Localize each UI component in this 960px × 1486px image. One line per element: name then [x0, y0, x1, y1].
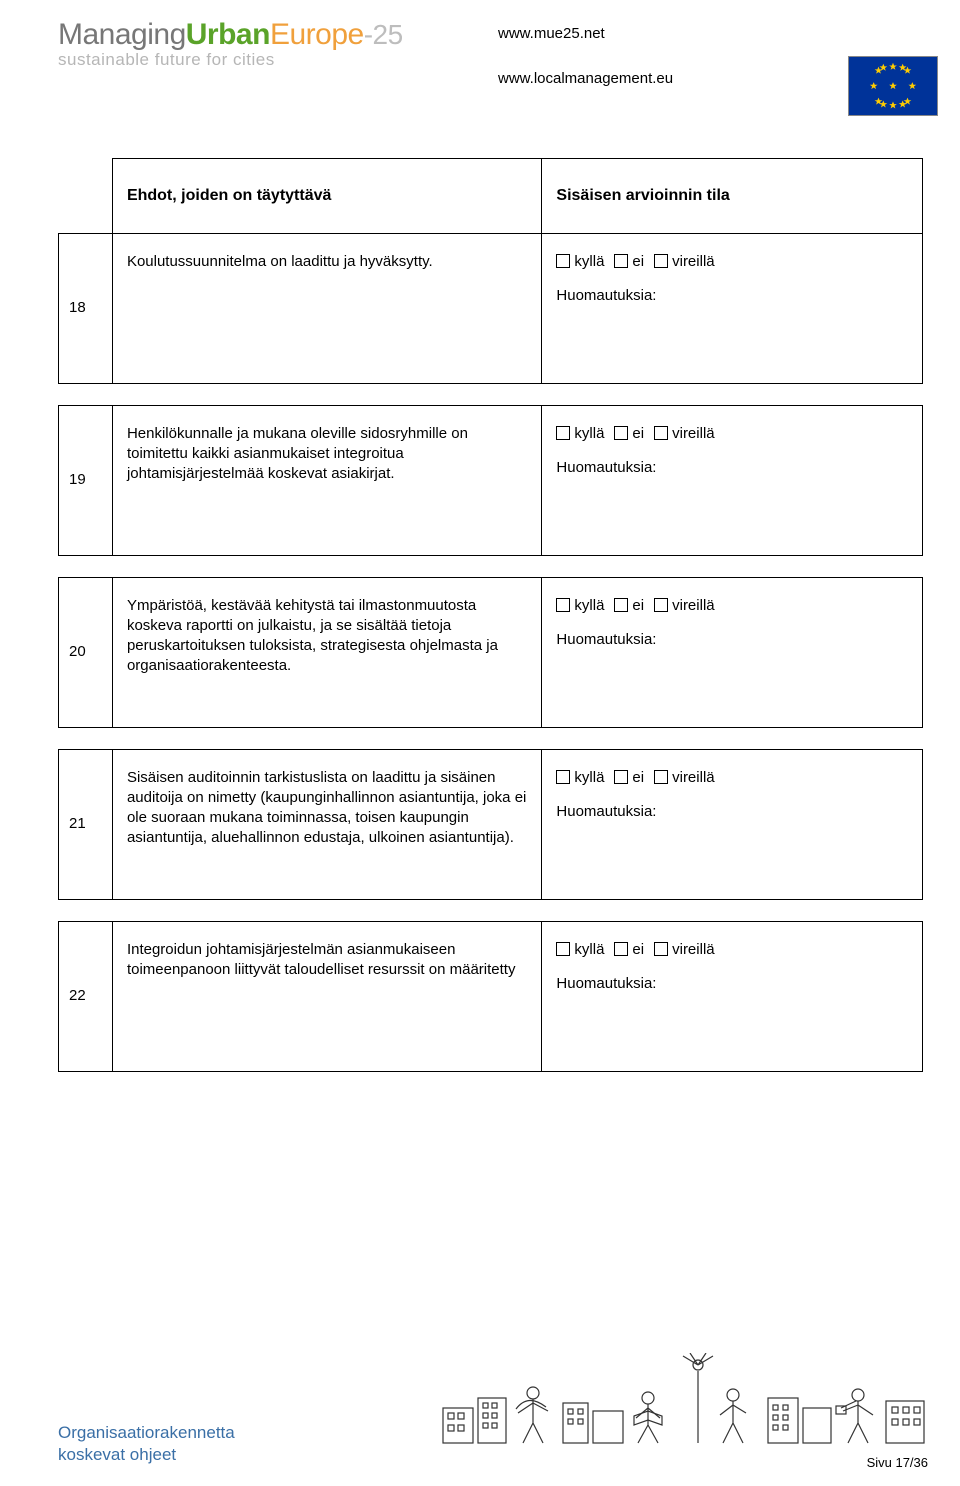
table-row-gap: [59, 899, 923, 921]
table-row: 22Integroidun johtamisjärjestelmän asian…: [59, 921, 923, 1071]
checkbox-yes[interactable]: [556, 942, 570, 956]
status-checkboxes: kyllä ei vireillä: [556, 768, 908, 788]
checkbox-label-yes: kyllä: [574, 253, 604, 270]
checkbox-no[interactable]: [614, 426, 628, 440]
checkbox-label-pending: vireillä: [672, 425, 715, 442]
footer-illustration-icon: [438, 1353, 928, 1448]
checkbox-pending[interactable]: [654, 770, 668, 784]
checkbox-pending[interactable]: [654, 426, 668, 440]
assessment-table: Ehdot, joiden on täytyttävä Sisäisen arv…: [58, 158, 923, 1072]
logo-word-urban: Urban: [186, 18, 270, 51]
row-status: kyllä ei vireillä Huomautuksia:: [542, 921, 923, 1071]
notes-label: Huomautuksia:: [556, 630, 908, 650]
page-footer: Organisaatiorakennetta koskevat ohjeet: [58, 1422, 928, 1466]
eu-flag-icon: [848, 56, 938, 116]
logo-title: ManagingUrbanEurope-25: [58, 18, 403, 52]
notes-label: Huomautuksia:: [556, 802, 908, 822]
checkbox-label-yes: kyllä: [574, 769, 604, 786]
header-urls: www.mue25.net www.localmanagement.eu: [498, 26, 673, 86]
notes-label: Huomautuksia:: [556, 286, 908, 306]
checkbox-label-yes: kyllä: [574, 597, 604, 614]
checkbox-yes[interactable]: [556, 770, 570, 784]
checkbox-pending[interactable]: [654, 942, 668, 956]
row-number: 19: [59, 405, 113, 555]
table-row-gap: [59, 383, 923, 405]
logo-suffix: -25: [364, 19, 403, 50]
table-row: 21Sisäisen auditoinnin tarkistuslista on…: [59, 749, 923, 899]
checkbox-label-pending: vireillä: [672, 941, 715, 958]
checkbox-yes[interactable]: [556, 254, 570, 268]
checkbox-yes[interactable]: [556, 426, 570, 440]
row-number: 21: [59, 749, 113, 899]
row-number: 22: [59, 921, 113, 1071]
table-header-empty: [59, 159, 113, 234]
row-status: kyllä ei vireillä Huomautuksia:: [542, 233, 923, 383]
logo: ManagingUrbanEurope-25 sustainable futur…: [58, 18, 403, 70]
status-checkboxes: kyllä ei vireillä: [556, 596, 908, 616]
row-status: kyllä ei vireillä Huomautuksia:: [542, 749, 923, 899]
status-checkboxes: kyllä ei vireillä: [556, 940, 908, 960]
table-row: 19Henkilökunnalle ja mukana oleville sid…: [59, 405, 923, 555]
row-condition: Henkilökunnalle ja mukana oleville sidos…: [112, 405, 541, 555]
checkbox-label-yes: kyllä: [574, 941, 604, 958]
header-url-2: www.localmanagement.eu: [498, 71, 673, 86]
checkbox-no[interactable]: [614, 254, 628, 268]
status-checkboxes: kyllä ei vireillä: [556, 252, 908, 272]
checkbox-pending[interactable]: [654, 254, 668, 268]
checkbox-label-pending: vireillä: [672, 597, 715, 614]
row-number: 20: [59, 577, 113, 727]
row-number: 18: [59, 233, 113, 383]
logo-word-europe: Europe: [270, 18, 364, 51]
checkbox-label-yes: kyllä: [574, 425, 604, 442]
page-number: Sivu 17/36: [867, 1455, 928, 1470]
row-condition: Integroidun johtamisjärjestelmän asianmu…: [112, 921, 541, 1071]
row-status: kyllä ei vireillä Huomautuksia:: [542, 405, 923, 555]
checkbox-yes[interactable]: [556, 598, 570, 612]
page-header: ManagingUrbanEurope-25 sustainable futur…: [58, 18, 928, 128]
checkbox-no[interactable]: [614, 942, 628, 956]
table-row: 18Koulutussuunnitelma on laadittu ja hyv…: [59, 233, 923, 383]
row-condition: Koulutussuunnitelma on laadittu ja hyväk…: [112, 233, 541, 383]
row-status: kyllä ei vireillä Huomautuksia:: [542, 577, 923, 727]
checkbox-no[interactable]: [614, 770, 628, 784]
table-row: 20Ympäristöä, kestävää kehitystä tai ilm…: [59, 577, 923, 727]
status-checkboxes: kyllä ei vireillä: [556, 424, 908, 444]
table-header-row: Ehdot, joiden on täytyttävä Sisäisen arv…: [59, 159, 923, 234]
row-condition: Sisäisen auditoinnin tarkistuslista on l…: [112, 749, 541, 899]
logo-tagline: sustainable future for cities: [58, 50, 403, 70]
checkbox-no[interactable]: [614, 598, 628, 612]
table-row-gap: [59, 555, 923, 577]
header-url-1: www.mue25.net: [498, 26, 673, 41]
checkbox-label-no: ei: [632, 769, 644, 786]
checkbox-label-pending: vireillä: [672, 253, 715, 270]
checkbox-label-no: ei: [632, 253, 644, 270]
checkbox-label-no: ei: [632, 597, 644, 614]
notes-label: Huomautuksia:: [556, 458, 908, 478]
row-condition: Ympäristöä, kestävää kehitystä tai ilmas…: [112, 577, 541, 727]
checkbox-label-no: ei: [632, 425, 644, 442]
table-header-conditions: Ehdot, joiden on täytyttävä: [112, 159, 541, 234]
table-row-gap: [59, 727, 923, 749]
notes-label: Huomautuksia:: [556, 974, 908, 994]
logo-word-managing: Managing: [58, 18, 186, 51]
page: ManagingUrbanEurope-25 sustainable futur…: [0, 0, 960, 1486]
table-header-status: Sisäisen arvioinnin tila: [542, 159, 923, 234]
checkbox-label-no: ei: [632, 941, 644, 958]
checkbox-pending[interactable]: [654, 598, 668, 612]
checkbox-label-pending: vireillä: [672, 769, 715, 786]
